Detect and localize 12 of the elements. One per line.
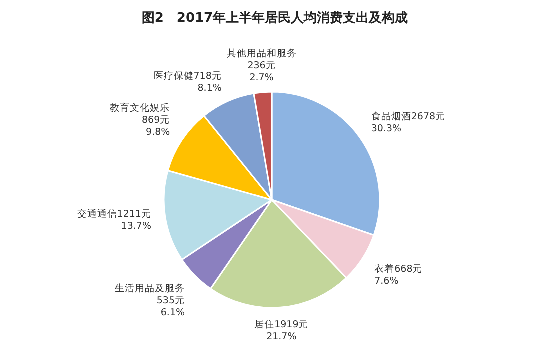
data-label: 236元 2.7% — [248, 60, 276, 84]
slice-label: 其他用品和服务 — [226, 47, 297, 60]
data-label: 869元 9.8% — [142, 114, 170, 138]
slice-label: 食品烟酒2678元 30.3% — [371, 110, 446, 134]
slice-label: 交通通信1211元 13.7% — [77, 208, 152, 232]
slice-label: 居住1919元 21.7% — [254, 320, 309, 343]
data-label: 535元 6.1% — [156, 296, 186, 319]
slice-label: 医疗保健718元 8.1% — [154, 70, 222, 94]
slice-label: 教育文化娱乐 — [110, 102, 170, 114]
slice-label: 生活用品及服务 — [115, 282, 186, 295]
chart-title: 图2 2017年上半年居民人均消费支出及构成 — [142, 11, 408, 26]
slice-label: 衣着668元 7.6% — [374, 262, 423, 287]
